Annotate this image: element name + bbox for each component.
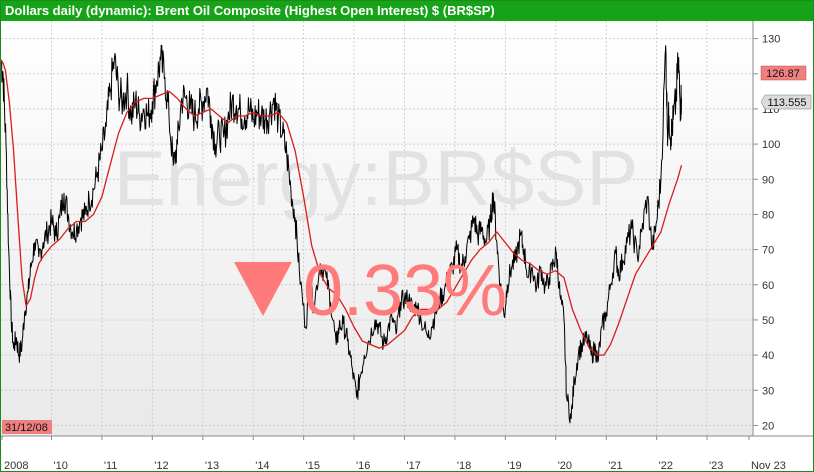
moving-average-value: 113.555 <box>768 97 807 109</box>
watermark-symbol: Energy:BR$SP <box>114 134 639 222</box>
y-tick-label: 130 <box>762 34 780 46</box>
x-tick-label: '18 <box>457 460 471 471</box>
plot-area <box>1 21 753 436</box>
x-tick-label: '21 <box>608 460 622 471</box>
down-arrow-icon <box>234 262 292 316</box>
change-indicator: 0.33% <box>234 251 507 331</box>
y-tick-label: 40 <box>762 350 774 362</box>
x-tick-label: '12 <box>154 460 168 471</box>
series-group <box>1 44 683 424</box>
x-tick-label: '15 <box>306 460 320 471</box>
start-date-badge: 31/12/08 <box>2 420 52 434</box>
y-tick-label: 30 <box>762 385 774 397</box>
x-tick-label: Nov 23 <box>751 460 786 471</box>
y-axis-ticks: 2030405060708090100110120130 <box>753 34 780 432</box>
x-axis-ticks: 2008 '10 '11 '12 '13 '14 '15 '16 '17 '18 '19 '20 '21… <box>1 436 786 471</box>
y-tick-label: 20 <box>762 420 774 432</box>
y-tick-label: 50 <box>762 315 774 327</box>
x-tick-label: '17 <box>407 460 421 471</box>
gridlines <box>1 21 753 436</box>
x-tick-label: '16 <box>356 460 370 471</box>
x-tick-label: '22 <box>659 460 673 471</box>
change-percent: 0.33% <box>303 251 507 331</box>
y-tick-label: 80 <box>762 209 774 221</box>
start-date-label: 31/12/08 <box>5 422 48 434</box>
x-tick-label: '13 <box>205 460 219 471</box>
y-tick-label: 60 <box>762 280 774 292</box>
y-tick-label: 90 <box>762 174 774 186</box>
x-tick-label: '20 <box>558 460 572 471</box>
moving-average-line <box>1 59 683 356</box>
x-tick-label: '11 <box>104 460 118 471</box>
moving-average-badge: 113.555 <box>760 94 812 110</box>
x-tick-label: '19 <box>507 460 521 471</box>
y-tick-label: 70 <box>762 245 774 257</box>
x-tick-label: '14 <box>255 460 269 471</box>
price-line <box>1 44 682 424</box>
y-tick-label: 100 <box>762 139 780 151</box>
price-chart[interactable]: Energy:BR$SP 0.33% 20 30 40 50 60 70 80 90 100 11… <box>1 21 813 471</box>
last-price-badge: 126.87 <box>760 65 807 81</box>
x-tick-label: '23 <box>709 460 723 471</box>
x-tick-label: 2008 <box>4 460 28 471</box>
x-tick-label: '10 <box>54 460 68 471</box>
last-price-value: 126.87 <box>766 68 800 80</box>
chart-title: Dollars daily (dynamic): Brent Oil Compo… <box>1 1 813 21</box>
